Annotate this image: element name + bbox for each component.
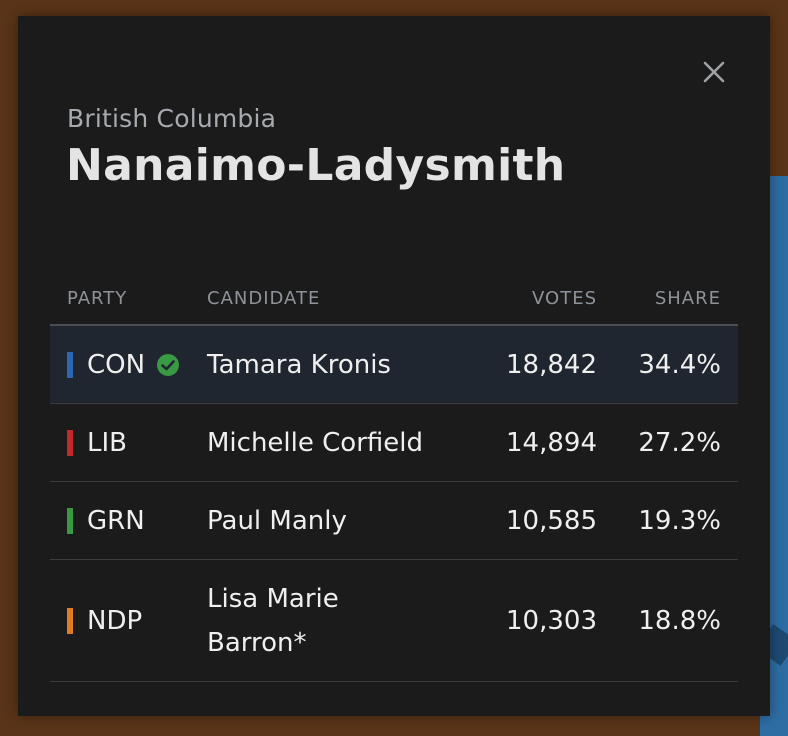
share-value: 34.4% xyxy=(614,325,738,404)
result-row[interactable]: GRN Paul Manly 10,585 19.3% xyxy=(50,481,738,560)
party-color-bar xyxy=(67,429,73,456)
votes-column-header[interactable]: VOTES xyxy=(457,272,614,326)
party-color-bar xyxy=(67,607,73,634)
share-value: 19.3% xyxy=(614,481,738,560)
riding-results-panel: British Columbia Nanaimo-Ladysmith PARTY… xyxy=(18,16,770,716)
riding-title: Nanaimo-Ladysmith xyxy=(66,140,566,191)
party-cell: CON xyxy=(67,350,190,380)
candidate-name: Michelle Corfield xyxy=(190,403,457,482)
party-color-bar xyxy=(67,351,73,378)
candidate-column-header[interactable]: CANDIDATE xyxy=(190,272,457,326)
candidate-name: Tamara Kronis xyxy=(190,325,457,404)
candidate-name: Paul Manly xyxy=(190,481,457,560)
result-row[interactable]: NDP Lisa Marie Barron* 10,303 18.8% xyxy=(50,559,738,682)
results-header-row: PARTY CANDIDATE VOTES SHARE xyxy=(50,272,738,326)
close-icon xyxy=(703,61,725,83)
party-column-header[interactable]: PARTY xyxy=(50,272,190,326)
party-abbrev: NDP xyxy=(87,605,143,636)
province-label: British Columbia xyxy=(67,104,277,133)
votes-value: 18,842 xyxy=(457,325,614,404)
votes-value: 10,303 xyxy=(457,559,614,682)
party-cell: LIB xyxy=(67,428,190,458)
share-value: 18.8% xyxy=(614,559,738,682)
result-row[interactable]: LIB Michelle Corfield 14,894 27.2% xyxy=(50,403,738,482)
party-abbrev: GRN xyxy=(87,505,145,536)
share-column-header[interactable]: SHARE xyxy=(614,272,738,326)
results-table: PARTY CANDIDATE VOTES SHARE CON xyxy=(50,272,738,682)
candidate-name: Lisa Marie Barron* xyxy=(190,559,457,682)
winner-badge xyxy=(156,353,180,377)
party-abbrev: LIB xyxy=(87,427,127,458)
party-cell: GRN xyxy=(67,506,190,536)
party-color-bar xyxy=(67,507,73,534)
share-value: 27.2% xyxy=(614,403,738,482)
votes-value: 10,585 xyxy=(457,481,614,560)
close-button[interactable] xyxy=(698,56,730,88)
party-abbrev: CON xyxy=(87,349,146,380)
votes-value: 14,894 xyxy=(457,403,614,482)
check-circle-icon xyxy=(157,353,180,376)
party-cell: NDP xyxy=(67,606,190,636)
result-row[interactable]: CON Tamara Kronis 18,842 34.4% xyxy=(50,325,738,404)
